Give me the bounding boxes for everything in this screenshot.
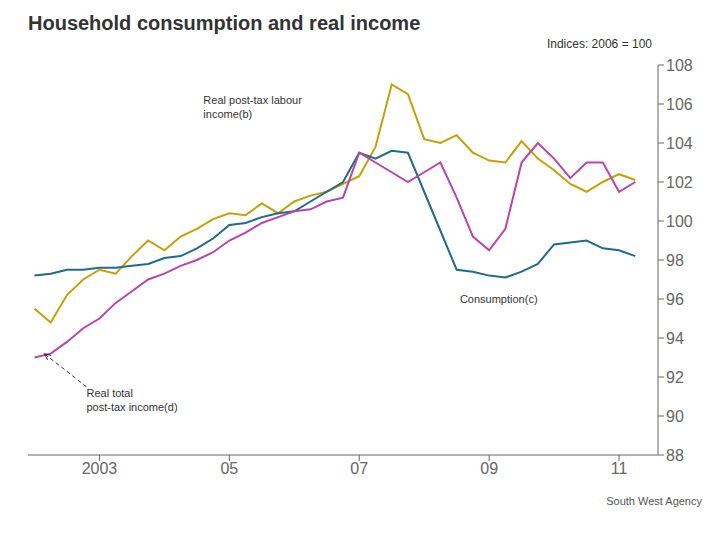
html-text:Indices: 2006 = 100: Indices: 2006 = 100 [546,37,652,51]
svg-text:102: 102 [666,174,693,191]
svg-text:96: 96 [666,291,684,308]
html-text:South West Agency: South West Agency [606,495,702,507]
svg-text:2003: 2003 [82,460,118,477]
svg-text:05: 05 [220,460,238,477]
svg-text:Real totalpost-tax income(d): Real totalpost-tax income(d) [86,387,177,413]
html-text:Household consumption and real: Household consumption and real income [28,12,421,34]
svg-text:11: 11 [611,460,628,477]
svg-text:108: 108 [666,57,693,74]
svg-text:92: 92 [666,369,684,386]
svg-text:Consumption(c): Consumption(c) [460,293,538,305]
svg-text:94: 94 [666,330,684,347]
svg-text:90: 90 [666,408,684,425]
svg-text:106: 106 [666,96,693,113]
svg-text:100: 100 [666,213,693,230]
svg-text:98: 98 [666,252,684,269]
svg-text:07: 07 [350,460,368,477]
svg-text:Real post-tax labourincome(b): Real post-tax labourincome(b) [203,94,302,120]
svg-text:104: 104 [666,135,693,152]
svg-text:88: 88 [666,447,684,464]
svg-text:09: 09 [480,460,498,477]
